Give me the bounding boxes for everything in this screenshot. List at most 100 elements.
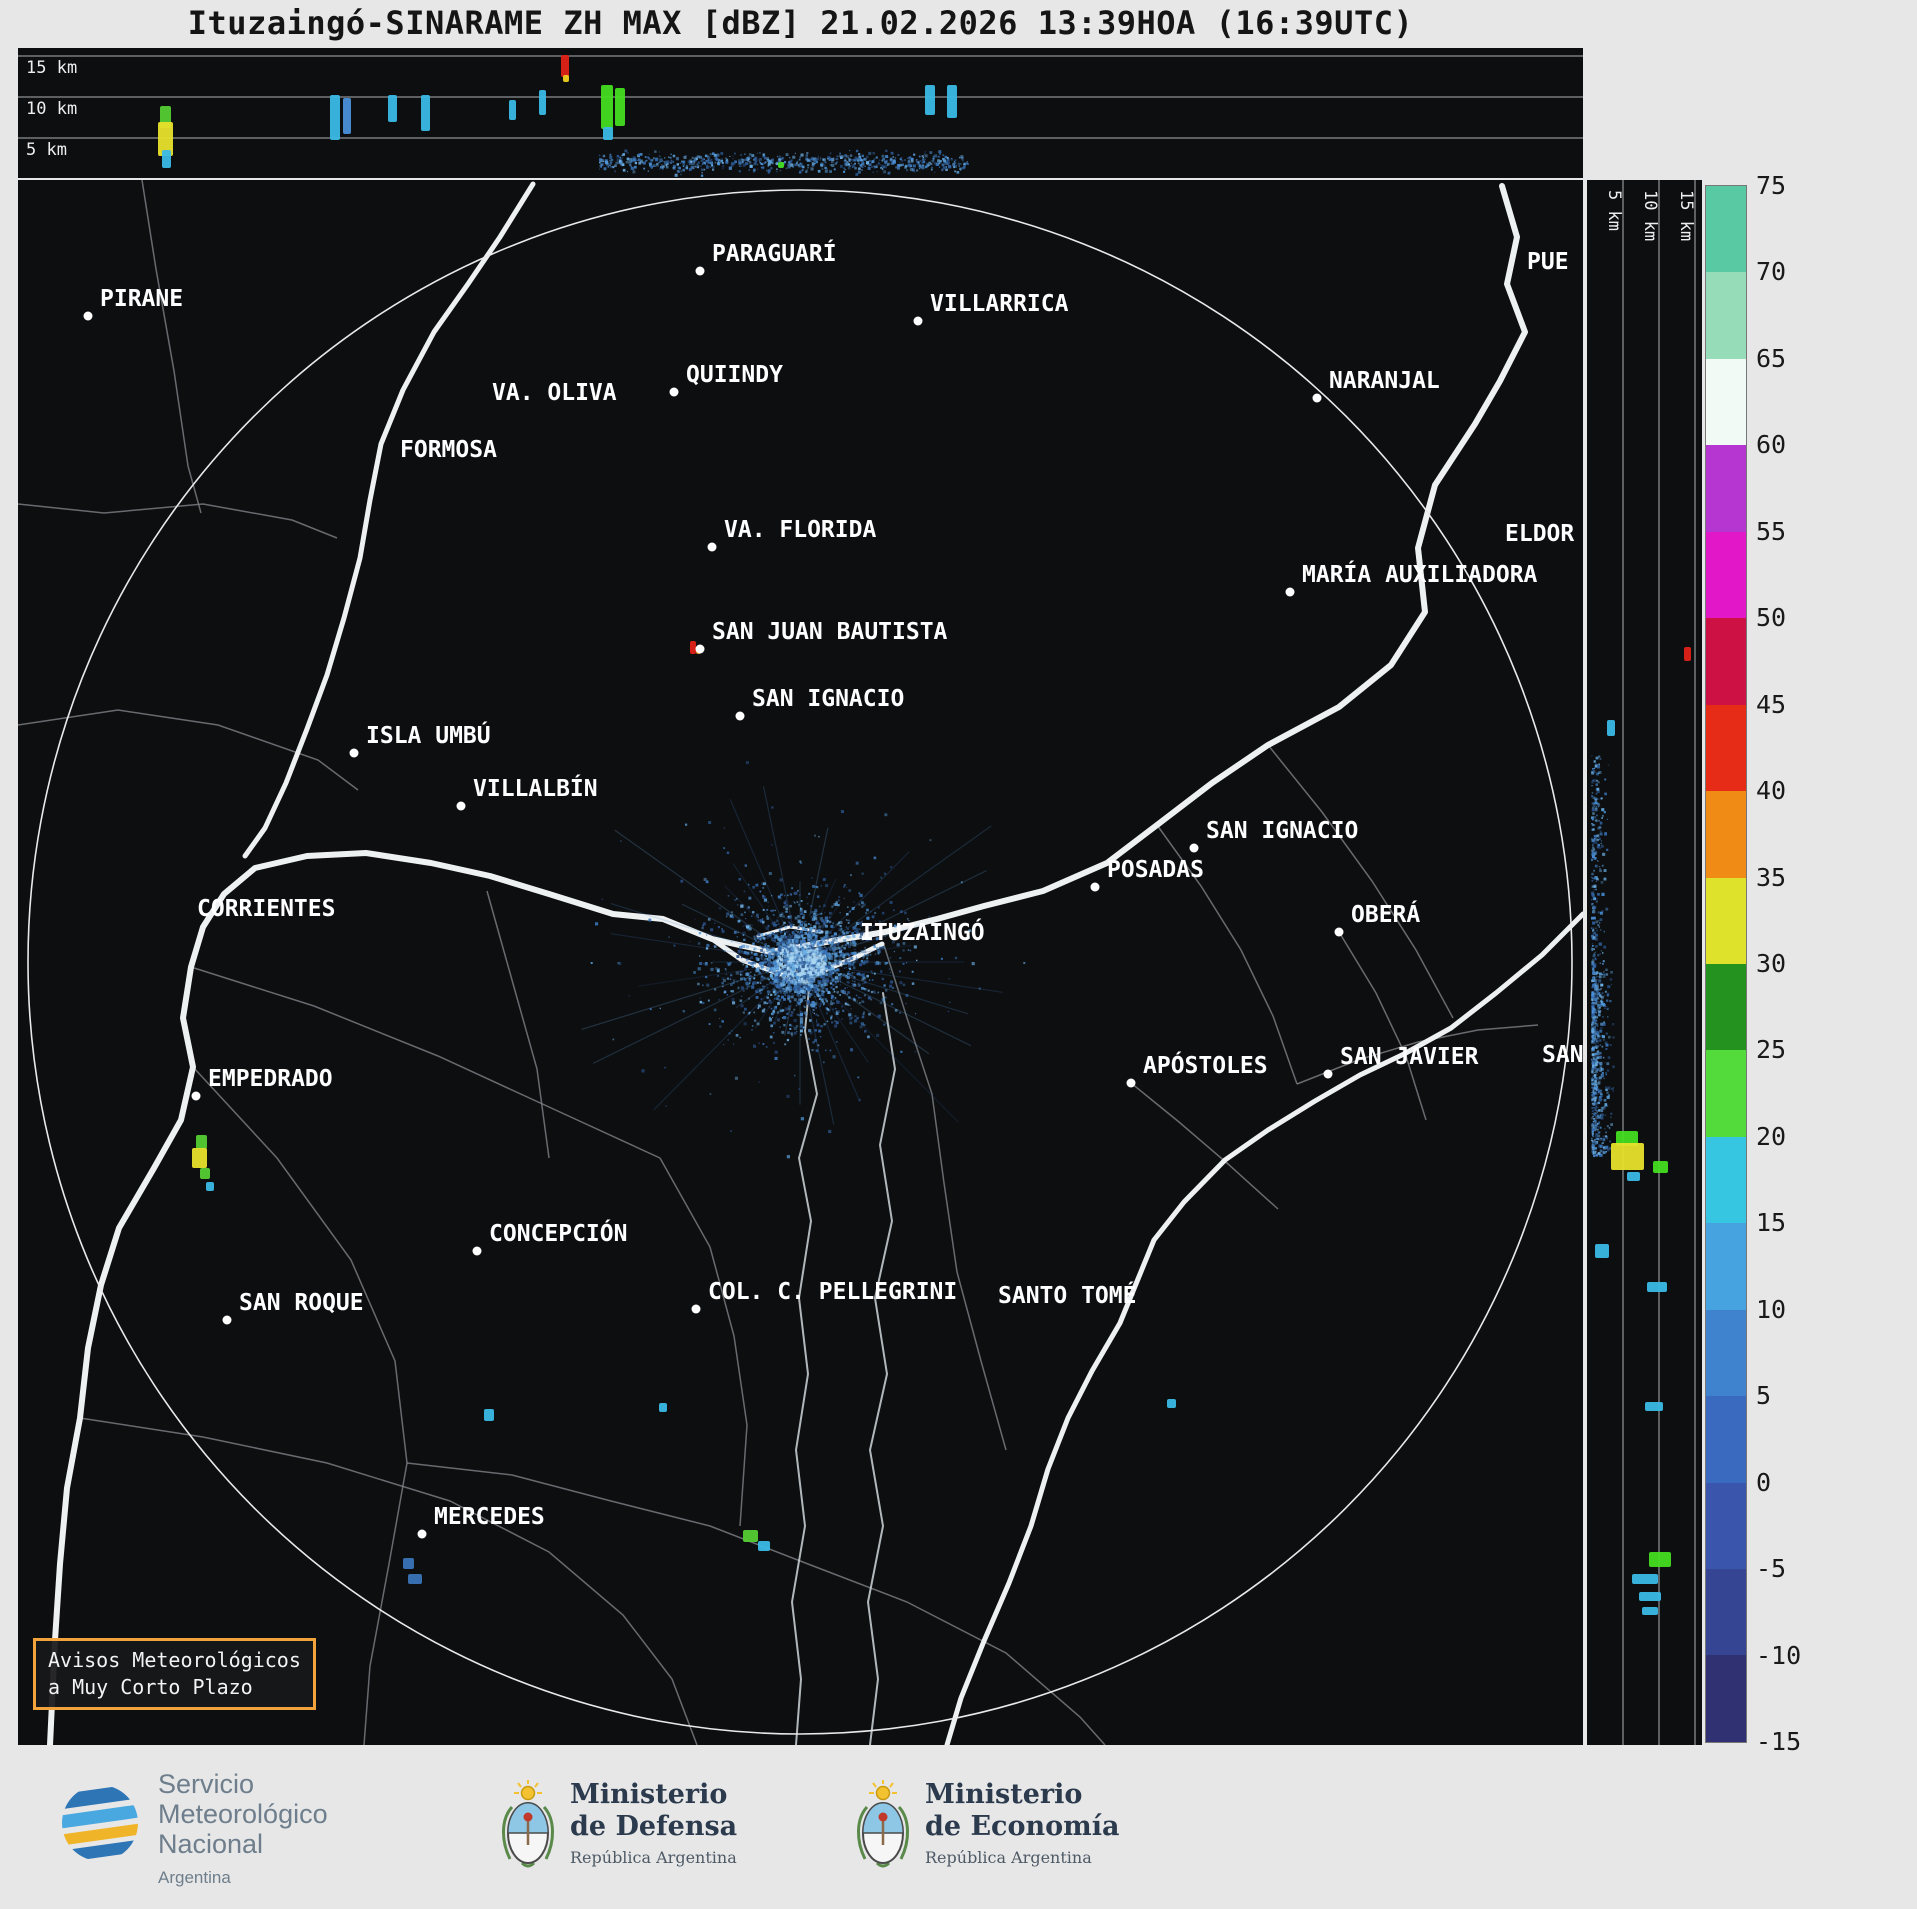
defensa-wordmark: Ministerio de Defensa República Argentin… <box>570 1779 737 1867</box>
radar-echo <box>743 1530 758 1542</box>
admin-boundary <box>486 890 550 1159</box>
city-label: SAN IGNACIO <box>752 686 904 712</box>
colorbar-band <box>1706 445 1746 532</box>
colorbar-tick-label: 30 <box>1756 949 1787 978</box>
city-dot <box>707 542 717 552</box>
city-dot <box>191 1091 201 1101</box>
colorbar-band <box>1706 1482 1746 1569</box>
city-dot <box>1126 1078 1136 1088</box>
radar-echo <box>330 95 340 140</box>
city-label: PIRANE <box>100 286 183 312</box>
city-label: ISLA UMBÚ <box>366 721 491 749</box>
economia-line-3: República Argentina <box>925 1848 1092 1867</box>
colorbar-band <box>1706 1569 1746 1656</box>
smn-wordmark: Servicio Meteorológico Nacional Argentin… <box>158 1769 328 1893</box>
altitude-label: 10 km <box>26 99 77 119</box>
city-label: SAN IGNACIO <box>1206 818 1358 844</box>
colorbar-band <box>1706 704 1746 792</box>
radar-echo <box>1645 1402 1663 1411</box>
radar-echo <box>403 1558 414 1569</box>
smn-name-line-3: Nacional <box>158 1829 264 1859</box>
radar-echo <box>539 90 546 115</box>
speckle-field <box>598 149 969 177</box>
admin-boundary <box>1338 931 1427 1121</box>
smn-logo <box>62 1785 138 1861</box>
city-label: QUIINDY <box>686 362 783 388</box>
river <box>791 966 818 1745</box>
city-dot <box>349 748 359 758</box>
range-circle <box>27 189 1573 1735</box>
city-label: NARANJAL <box>1329 368 1440 394</box>
city-dot <box>417 1529 427 1539</box>
radar-echo <box>206 1182 214 1191</box>
colorbar-band <box>1706 531 1746 619</box>
radar-echo <box>1611 1143 1644 1170</box>
radar-echo <box>200 1168 210 1179</box>
radar-echo <box>1627 1172 1640 1181</box>
radar-echo <box>1595 1244 1609 1258</box>
river <box>944 911 1583 1745</box>
city-label: CONCEPCIÓN <box>489 1219 627 1247</box>
river <box>867 992 896 1745</box>
city-label: EMPEDRADO <box>208 1066 333 1092</box>
reflectivity-colorbar <box>1705 185 1747 1743</box>
colorbar-band <box>1706 186 1746 273</box>
admin-boundary <box>1267 744 1454 1019</box>
colorbar-band <box>1706 1136 1746 1224</box>
city-label: OBERÁ <box>1351 900 1420 928</box>
city-label: MERCEDES <box>434 1504 545 1530</box>
city-label: COL. C. PELLEGRINI <box>708 1279 957 1305</box>
radar-echo <box>1616 1131 1638 1146</box>
colorbar-band <box>1706 1655 1746 1742</box>
city-label: SAN JAVIER <box>1340 1044 1479 1070</box>
altitude-label: 5 km <box>1604 190 1624 231</box>
defensa-coat-of-arms-icon <box>502 1780 554 1868</box>
city-dot <box>456 801 466 811</box>
city-dot <box>1090 882 1100 892</box>
city-dot <box>222 1315 232 1325</box>
colorbar-band <box>1706 877 1746 964</box>
city-dot <box>1323 1069 1333 1079</box>
product-title: Ituzaingó-SINARAME ZH MAX [dBZ] 21.02.20… <box>187 4 1414 42</box>
city-label: CORRIENTES <box>197 896 335 922</box>
city-label: APÓSTOLES <box>1143 1051 1268 1079</box>
clutter-field <box>581 761 1026 1159</box>
city-dot <box>1312 393 1322 403</box>
radar-echo <box>1167 1399 1176 1408</box>
radar-echo <box>561 55 569 77</box>
city-label: VA. OLIVA <box>492 380 617 406</box>
radar-echo <box>758 1541 770 1551</box>
admin-boundary <box>192 1066 408 1745</box>
radar-echo <box>484 1409 494 1421</box>
warnings-line-1: Avisos Meteorológicos <box>48 1648 301 1672</box>
city-label: VILLALBÍN <box>473 774 598 802</box>
city-label: ELDOR <box>1505 521 1574 547</box>
city-dot <box>695 644 705 654</box>
radar-echo <box>1642 1607 1658 1615</box>
colorbar-tick-label: 25 <box>1756 1035 1787 1065</box>
city-dot <box>735 711 745 721</box>
city-dot <box>1285 587 1295 597</box>
radar-echo <box>388 95 397 122</box>
city-markers: PIRANE PARAGUARÍ VILLARRICA QUIINDY VA. OLIV… <box>83 239 1583 1539</box>
city-label: VA. FLORIDA <box>724 517 876 543</box>
economia-wordmark: Ministerio de Economía República Argenti… <box>925 1779 1119 1867</box>
radar-echo <box>509 100 516 120</box>
altitude-label: 10 km <box>1640 190 1660 241</box>
city-label: PARAGUARÍ <box>712 239 837 267</box>
footer: Servicio Meteorológico Nacional Argentin… <box>0 1745 1917 1909</box>
altitude-label: 5 km <box>26 140 67 160</box>
colorbar-tick-label: 75 <box>1756 171 1787 200</box>
city-dot <box>1334 927 1344 937</box>
smn-name-line-2: Meteorológico <box>158 1799 328 1829</box>
defensa-line-3: República Argentina <box>570 1848 737 1867</box>
max-projection-ns-panel: 5 km 10 km 15 km <box>1587 180 1702 1745</box>
radar-echo <box>1632 1574 1658 1584</box>
radar-echo <box>601 85 613 129</box>
radar-echo <box>690 641 696 654</box>
city-label: SAN <box>1542 1042 1583 1068</box>
warnings-box: Avisos Meteorológicos a Muy Corto Plazo <box>33 1638 316 1710</box>
colorbar-tick-label: 15 <box>1756 1208 1787 1238</box>
defensa-line-1: Ministerio <box>570 1779 728 1810</box>
admin-boundary <box>190 966 661 1159</box>
